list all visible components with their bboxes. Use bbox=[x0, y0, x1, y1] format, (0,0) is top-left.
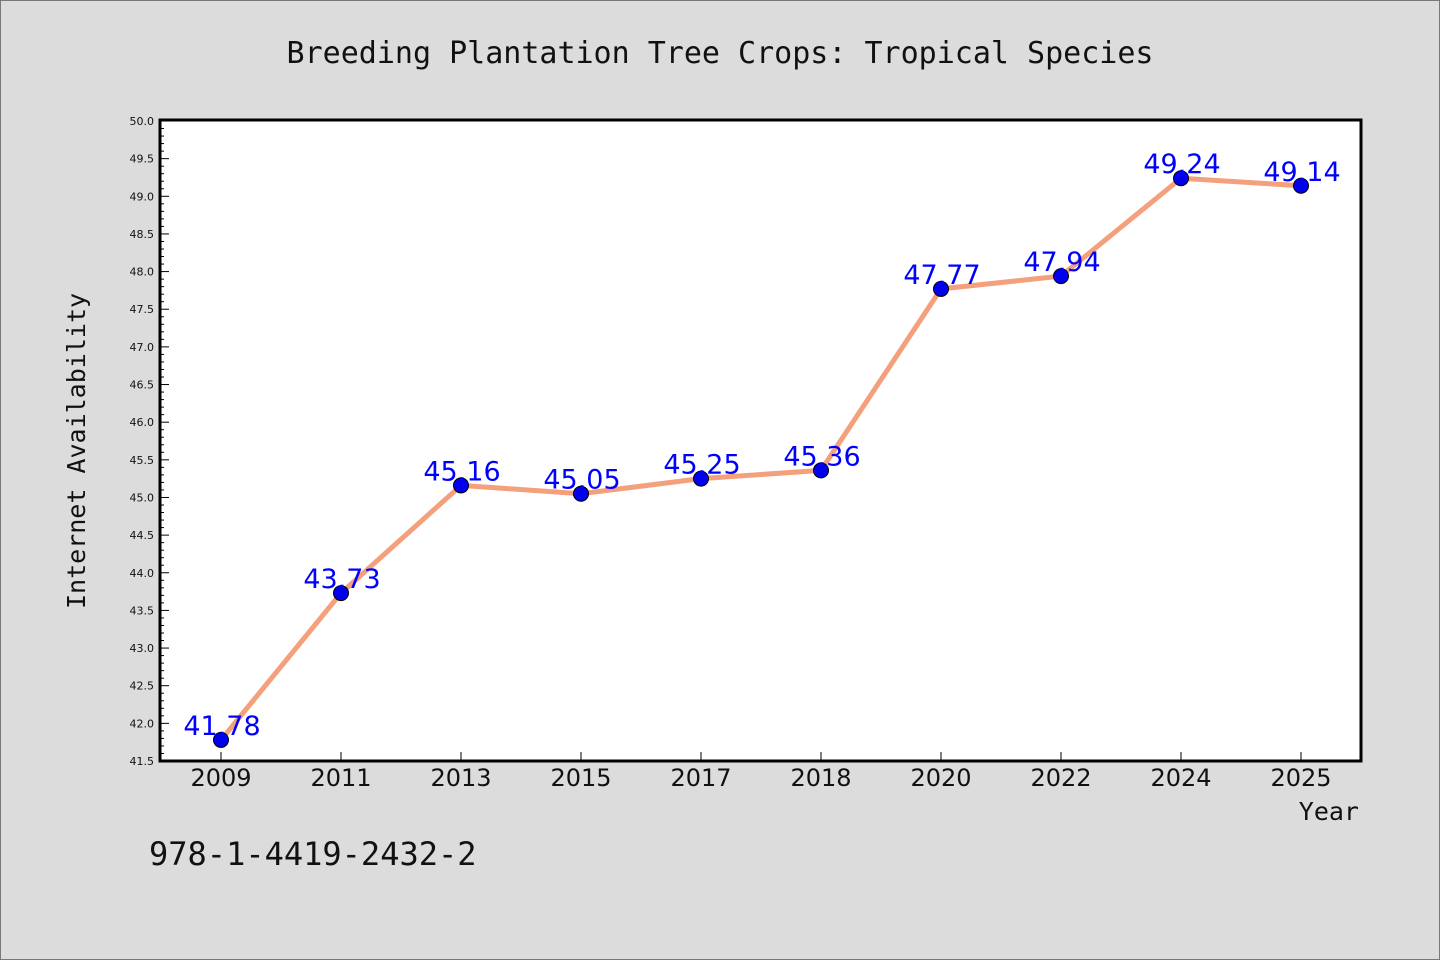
y-tick-label: 48.0 bbox=[130, 266, 155, 279]
y-tick-label: 48.5 bbox=[130, 228, 155, 241]
y-tick-label: 42.0 bbox=[130, 717, 155, 730]
x-tick-label: 2024 bbox=[1150, 764, 1211, 792]
data-label: 41.78 bbox=[183, 711, 260, 742]
y-axis-label: Internet Availability bbox=[62, 293, 91, 609]
y-tick-label: 49.0 bbox=[130, 190, 155, 203]
data-points bbox=[213, 170, 1309, 748]
plot-area bbox=[158, 118, 1363, 763]
data-point bbox=[933, 280, 949, 297]
data-point bbox=[1293, 177, 1309, 194]
x-tick-label: 2022 bbox=[1030, 764, 1091, 792]
x-tick-label: 2011 bbox=[310, 764, 371, 792]
x-tick-label: 2020 bbox=[910, 764, 971, 792]
x-tick-label: 2009 bbox=[190, 764, 251, 792]
data-point bbox=[813, 462, 829, 479]
y-tick-label: 47.5 bbox=[130, 303, 155, 316]
y-tick-label: 41.5 bbox=[130, 755, 155, 768]
x-axis-label: Year bbox=[1299, 797, 1359, 826]
y-tick-label: 43.5 bbox=[130, 604, 155, 617]
isbn-footnote: 978-1-4419-2432-2 bbox=[149, 835, 477, 873]
data-label: 45.16 bbox=[423, 456, 500, 487]
x-tick-label: 2013 bbox=[430, 764, 491, 792]
data-point bbox=[693, 470, 709, 487]
data-point bbox=[1053, 268, 1069, 285]
data-label: 47.94 bbox=[1023, 247, 1100, 278]
y-tick-label: 49.5 bbox=[130, 153, 155, 166]
y-tick-label: 43.0 bbox=[130, 642, 155, 655]
data-label: 47.77 bbox=[903, 260, 980, 291]
data-labels: 41.78 43.73 45.16 45.05 45.25 45.36 47.77 47.94… bbox=[183, 149, 1340, 742]
data-point bbox=[453, 477, 469, 494]
data-point bbox=[573, 485, 589, 502]
data-point bbox=[1173, 170, 1189, 187]
x-tick-label: 2018 bbox=[790, 764, 851, 792]
y-tick-label: 42.5 bbox=[130, 680, 155, 693]
data-label: 45.05 bbox=[543, 465, 620, 496]
y-tick-label: 44.5 bbox=[130, 529, 155, 542]
y-tick-label: 46.5 bbox=[130, 379, 155, 392]
x-axis: 2009 2011 2013 2015 2017 2018 2020 2022 2024 2025 bbox=[190, 752, 1332, 792]
series-line bbox=[218, 175, 1304, 743]
data-label: 49.14 bbox=[1263, 157, 1340, 188]
data-point bbox=[333, 585, 349, 602]
x-tick-label: 2025 bbox=[1270, 764, 1331, 792]
chart-title: Breeding Plantation Tree Crops: Tropical… bbox=[287, 36, 1154, 71]
x-tick-label: 2017 bbox=[670, 764, 731, 792]
y-tick-label: 47.0 bbox=[130, 341, 155, 354]
data-point bbox=[213, 731, 229, 748]
y-tick-label: 45.0 bbox=[130, 491, 155, 504]
y-tick-label: 44.0 bbox=[130, 567, 155, 580]
x-tick-label: 2015 bbox=[550, 764, 611, 792]
data-label: 43.73 bbox=[303, 564, 380, 595]
y-tick-label: 45.5 bbox=[130, 454, 155, 467]
y-axis: 41.5 42.0 42.5 43.0 43.5 44.0 44.5 45.0 45.5 46.0… bbox=[130, 115, 169, 768]
y-tick-label: 46.0 bbox=[130, 416, 155, 429]
data-label: 45.36 bbox=[783, 441, 860, 472]
series-line-group bbox=[218, 175, 1304, 743]
data-label: 45.25 bbox=[663, 450, 740, 481]
data-label: 49.24 bbox=[1143, 149, 1220, 180]
y-tick-label: 50.0 bbox=[130, 115, 155, 128]
